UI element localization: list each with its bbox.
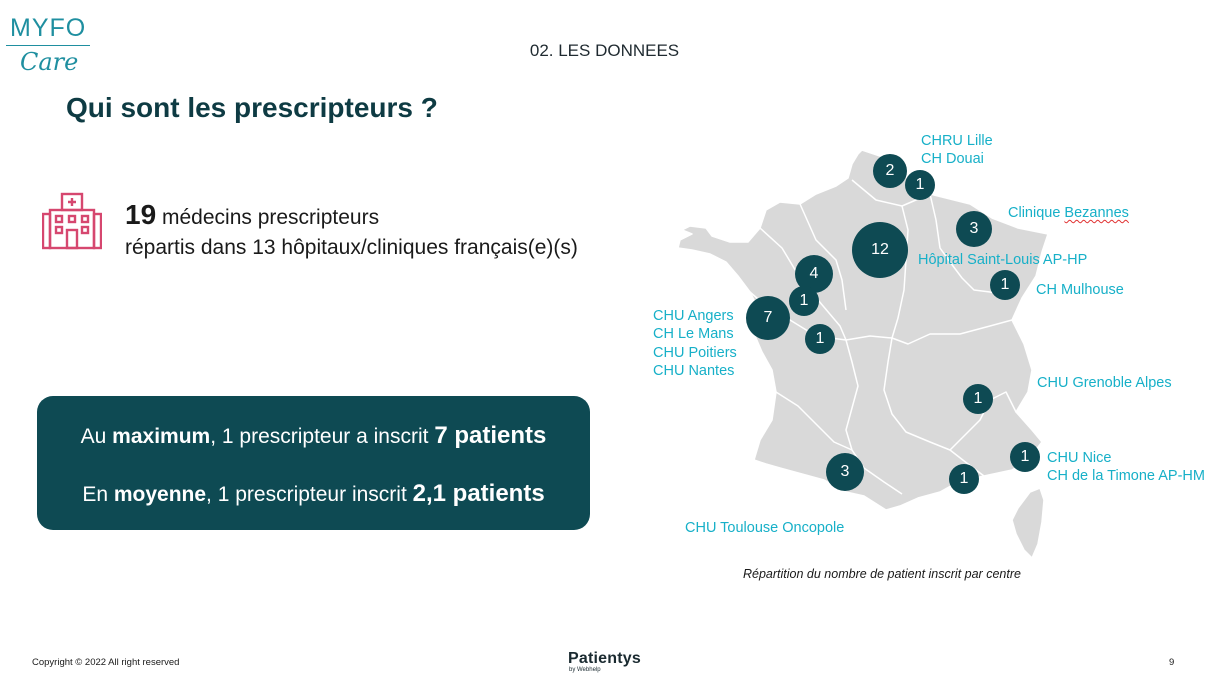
label-grenoble: CHU Grenoble Alpes bbox=[1037, 375, 1172, 391]
page-title: Qui sont les prescripteurs ? bbox=[66, 92, 438, 123]
label-angers: CHU Angers bbox=[653, 308, 734, 324]
label-nice: CHU Nice bbox=[1047, 450, 1112, 466]
bubble-nantes: 7 bbox=[746, 296, 790, 340]
bubble-nice: 1 bbox=[1010, 442, 1040, 472]
label-le-mans: CH Le Mans bbox=[653, 326, 734, 342]
bubble-angers: 1 bbox=[789, 286, 819, 316]
avg-value: 2,1 patients bbox=[412, 480, 545, 507]
prescriber-stat: 19 médecins prescripteurs répartis dans … bbox=[125, 200, 578, 263]
patientys-logo: Patientys by Webhelp bbox=[568, 650, 641, 673]
avg-mid: , 1 prescripteur inscrit bbox=[206, 483, 413, 506]
summary-box: Au maximum, 1 prescripteur a inscrit 7 p… bbox=[37, 396, 590, 530]
max-pre: Au bbox=[80, 425, 113, 448]
stat-line1-text: médecins prescripteurs bbox=[162, 206, 380, 229]
myfo-care-logo: MYFO Care bbox=[6, 14, 96, 84]
avg-bold: moyenne bbox=[113, 483, 207, 506]
stat-line-2: répartis dans 13 hôpitaux/cliniques fran… bbox=[125, 236, 578, 259]
france-map-shape bbox=[677, 149, 1049, 559]
label-toulouse: CHU Toulouse Oncopole bbox=[685, 520, 845, 536]
label-douai: CH Douai bbox=[921, 151, 984, 167]
label-bezannes: Clinique Bezannes bbox=[1008, 204, 1129, 222]
avg-pre: En bbox=[82, 483, 114, 506]
copyright-text: Copyright © 2022 All right reserved bbox=[32, 657, 180, 668]
stat-line-1: 19 médecins prescripteurs bbox=[125, 200, 578, 233]
section-label: 02. LES DONNEES bbox=[529, 41, 680, 60]
france-map: 2 1 3 12 4 1 7 1 1 1 1 3 1 CHRU Lille CH… bbox=[640, 130, 1209, 570]
label-bezannes-word: Bezannes bbox=[1064, 205, 1129, 221]
bubble-mulhouse: 1 bbox=[990, 270, 1020, 300]
bubble-douai: 1 bbox=[905, 170, 935, 200]
logo-divider bbox=[6, 45, 90, 46]
brand-name: Patientys bbox=[568, 650, 641, 667]
label-timone: CH de la Timone AP-HM bbox=[1047, 468, 1205, 484]
bubble-toulouse: 3 bbox=[826, 453, 864, 491]
label-saint-louis: Hôpital Saint-Louis AP-HP bbox=[918, 252, 1088, 268]
map-caption: Répartition du nombre de patient inscrit… bbox=[743, 567, 1021, 581]
bubble-timone: 1 bbox=[949, 464, 979, 494]
page-number: 9 bbox=[1169, 657, 1175, 668]
max-value: 7 patients bbox=[434, 422, 547, 449]
logo-top-text: MYFO bbox=[10, 14, 87, 42]
logo-bottom-text: Care bbox=[20, 48, 79, 76]
label-bezannes-prefix: Clinique bbox=[1008, 205, 1065, 221]
max-bold: maximum bbox=[112, 425, 211, 448]
bubble-lille: 2 bbox=[873, 154, 907, 188]
hospital-icon bbox=[41, 192, 103, 250]
avg-line: En moyenne, 1 prescripteur inscrit 2,1 p… bbox=[37, 480, 590, 508]
label-poitiers: CHU Poitiers bbox=[653, 345, 737, 361]
max-mid: , 1 prescripteur a inscrit bbox=[210, 425, 435, 448]
bubble-saint-louis: 12 bbox=[852, 222, 908, 278]
label-mulhouse: CH Mulhouse bbox=[1036, 282, 1124, 298]
bubble-poitiers: 1 bbox=[805, 324, 835, 354]
label-lille: CHRU Lille bbox=[921, 133, 993, 149]
brand-sub: by Webhelp bbox=[569, 667, 601, 673]
max-line: Au maximum, 1 prescripteur a inscrit 7 p… bbox=[37, 422, 590, 450]
stat-number: 19 bbox=[125, 199, 157, 230]
bubble-bezannes: 3 bbox=[956, 211, 992, 247]
label-nantes: CHU Nantes bbox=[653, 363, 735, 379]
bubble-grenoble: 1 bbox=[963, 384, 993, 414]
